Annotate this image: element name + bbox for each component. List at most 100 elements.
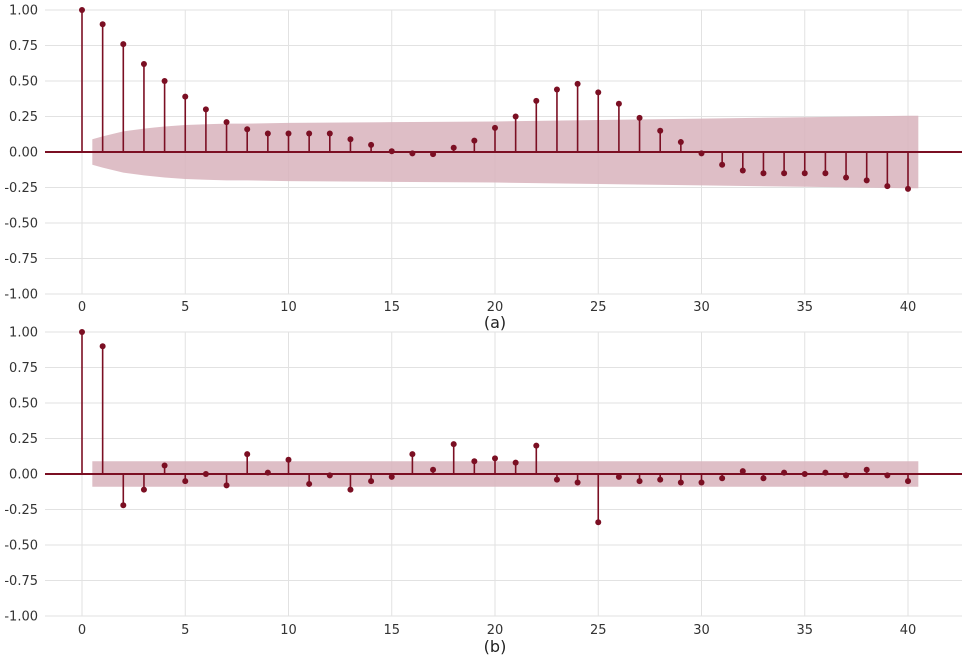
- panel-b-marker-38: [863, 466, 870, 473]
- panel-a-marker-26: [615, 100, 622, 107]
- panel-a-marker-9: [264, 130, 271, 137]
- panel-a-x-tick-label: 10: [280, 300, 297, 315]
- panel-a-x-tick-label: 5: [181, 300, 189, 315]
- panel-b-marker-18: [450, 441, 457, 448]
- panel-b-marker-5: [182, 478, 189, 485]
- panel-a-marker-17: [430, 151, 437, 158]
- panel-b-marker-6: [202, 471, 209, 477]
- panel-b-marker-31: [719, 475, 726, 482]
- panel-b: 1.00 0.75 0.50 0.25 0.00 -0.25 -0.50 -0.75 -1.00…: [4, 326, 962, 656]
- panel-a-marker-31: [719, 161, 726, 168]
- panel-b-marker-19: [471, 458, 478, 465]
- panel-b-marker-8: [244, 451, 251, 458]
- panel-a-marker-34: [781, 170, 788, 177]
- panel-b-y-tick-label: -1.00: [4, 610, 38, 625]
- panel-b-x-tick-label: 40: [900, 623, 917, 638]
- panel-a-label: (a): [484, 313, 506, 332]
- panel-a-marker-13: [347, 136, 354, 143]
- panel-a-x-tick-labels: 0 5 10 15 20 25 30 35 40: [78, 300, 916, 315]
- panel-b-stems: [79, 329, 911, 526]
- panel-a-y-tick-label: 0.00: [9, 146, 38, 161]
- panel-b-marker-2: [120, 502, 127, 509]
- panel-a-marker-16: [409, 150, 416, 157]
- panel-b-x-tick-label: 10: [280, 623, 297, 638]
- panel-b-x-tick-label: 25: [590, 623, 607, 638]
- panel-a-marker-33: [760, 170, 767, 177]
- panel-b-marker-36: [822, 469, 829, 476]
- panel-a-marker-4: [161, 78, 168, 84]
- panel-b-marker-17: [430, 466, 437, 473]
- panel-a-marker-22: [533, 97, 540, 104]
- panel-b-marker-10: [285, 456, 292, 463]
- panel-a-marker-30: [698, 150, 705, 157]
- panel-a-y-tick-label: 0.50: [9, 75, 38, 90]
- panel-b-x-tick-label: 15: [383, 623, 400, 638]
- panel-b-marker-16: [409, 451, 416, 458]
- panel-b-x-tick-label: 30: [693, 623, 710, 638]
- panel-b-x-tick-label: 35: [796, 623, 813, 638]
- panel-a-marker-7: [223, 119, 230, 126]
- panel-a-y-tick-label: 0.75: [9, 39, 38, 54]
- panel-a-x-tick-label: 35: [796, 300, 813, 315]
- panel-b-marker-35: [801, 471, 808, 477]
- panel-b-marker-7: [223, 482, 230, 489]
- panel-a-marker-35: [801, 170, 808, 177]
- panel-a-y-tick-label: -0.75: [4, 252, 38, 267]
- panel-b-marker-28: [657, 476, 664, 483]
- panel-a-marker-18: [450, 144, 457, 151]
- panel-a-x-tick-label: 30: [693, 300, 710, 315]
- panel-a-marker-19: [471, 137, 478, 144]
- panel-a-marker-10: [285, 130, 292, 137]
- panel-a: 1.00 0.75 0.50 0.25 0.00 -0.25 -0.50 -0.75 -1.00…: [4, 4, 962, 332]
- panel-a-confidence-band: [45, 115, 962, 189]
- panel-b-marker-22: [533, 442, 540, 449]
- panel-b-marker-25: [595, 519, 602, 526]
- panel-a-marker-24: [574, 80, 581, 87]
- panel-a-y-tick-label: 1.00: [9, 4, 38, 19]
- panel-a-marker-32: [739, 167, 746, 174]
- panel-a-y-tick-labels: 1.00 0.75 0.50 0.25 0.00 -0.25 -0.50 -0.75 -1.00: [4, 4, 38, 303]
- panel-b-confidence-band: [45, 461, 962, 487]
- panel-b-marker-12: [326, 472, 333, 479]
- panel-b-y-tick-label: -0.75: [4, 574, 38, 589]
- panel-b-y-tick-label: 0.75: [9, 361, 38, 376]
- panel-b-marker-24: [574, 479, 581, 486]
- panel-a-marker-6: [202, 106, 209, 113]
- panel-b-marker-15: [388, 473, 395, 480]
- panel-a-y-tick-label: -0.50: [4, 217, 38, 232]
- panel-a-marker-36: [822, 170, 829, 177]
- panel-a-marker-25: [595, 89, 602, 96]
- panel-b-marker-1: [99, 343, 106, 350]
- panel-b-marker-23: [553, 476, 560, 483]
- panel-b-marker-3: [140, 486, 147, 493]
- panel-b-marker-14: [368, 478, 375, 485]
- panel-b-marker-26: [615, 473, 622, 480]
- panel-b-x-tick-labels: 0 5 10 15 20 25 30 35 40: [78, 623, 916, 638]
- panel-b-y-tick-label: 1.00: [9, 326, 38, 341]
- panel-a-marker-12: [326, 130, 333, 137]
- panel-a-marker-8: [244, 126, 251, 133]
- panel-a-y-tick-label: -0.25: [4, 181, 38, 196]
- panel-b-x-tick-label: 0: [78, 623, 86, 638]
- panel-a-x-tick-label: 0: [78, 300, 86, 315]
- panel-a-marker-28: [657, 127, 664, 134]
- panel-a-marker-1: [99, 21, 106, 28]
- panel-a-marker-11: [306, 130, 313, 137]
- panel-b-marker-32: [739, 468, 746, 475]
- panel-b-x-tick-label: 20: [487, 623, 504, 638]
- panel-b-marker-34: [781, 469, 788, 476]
- panel-a-x-tick-label: 20: [487, 300, 504, 315]
- panel-b-marker-21: [512, 459, 519, 466]
- panel-a-marker-29: [677, 139, 684, 146]
- panel-a-x-tick-label: 15: [383, 300, 400, 315]
- panel-b-y-tick-label: 0.25: [9, 432, 38, 447]
- panel-b-marker-37: [843, 472, 850, 479]
- panel-b-marker-11: [306, 480, 313, 487]
- panel-b-marker-39: [884, 472, 891, 479]
- panel-a-marker-27: [636, 114, 643, 121]
- panel-b-y-tick-labels: 1.00 0.75 0.50 0.25 0.00 -0.25 -0.50 -0.75 -1.00: [4, 326, 38, 625]
- panel-a-marker-21: [512, 113, 519, 120]
- panel-a-marker-15: [388, 148, 395, 155]
- panel-a-y-tick-label: 0.25: [9, 110, 38, 125]
